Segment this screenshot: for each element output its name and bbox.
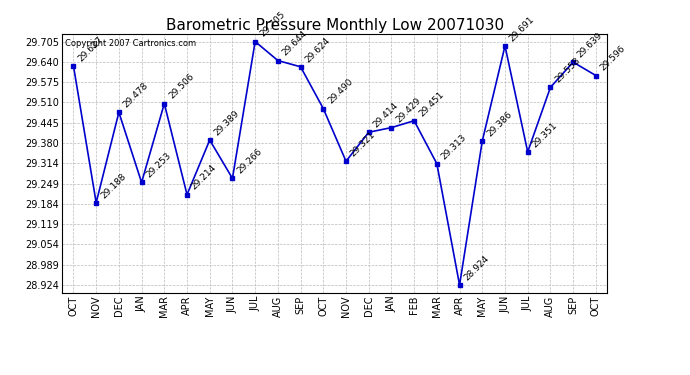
- Title: Barometric Pressure Monthly Low 20071030: Barometric Pressure Monthly Low 20071030: [166, 18, 504, 33]
- Text: 29.188: 29.188: [99, 171, 128, 200]
- Text: 29.321: 29.321: [348, 130, 377, 159]
- Text: 29.691: 29.691: [508, 15, 536, 43]
- Text: 29.639: 29.639: [576, 31, 604, 59]
- Text: 29.429: 29.429: [394, 96, 423, 125]
- Text: 29.351: 29.351: [531, 120, 559, 149]
- Text: 29.451: 29.451: [417, 89, 446, 118]
- Text: 29.414: 29.414: [371, 101, 400, 129]
- Text: 29.214: 29.214: [190, 164, 218, 192]
- Text: 29.386: 29.386: [485, 110, 513, 138]
- Text: 29.644: 29.644: [281, 29, 309, 58]
- Text: 29.627: 29.627: [76, 34, 105, 63]
- Text: 29.558: 29.558: [553, 56, 582, 85]
- Text: 29.624: 29.624: [304, 36, 332, 64]
- Text: 29.313: 29.313: [440, 132, 469, 161]
- Text: 29.266: 29.266: [235, 147, 264, 176]
- Text: 29.253: 29.253: [144, 151, 173, 180]
- Text: 29.596: 29.596: [599, 44, 627, 73]
- Text: Copyright 2007 Cartronics.com: Copyright 2007 Cartronics.com: [65, 39, 196, 48]
- Text: 29.478: 29.478: [121, 81, 150, 110]
- Text: 29.389: 29.389: [213, 109, 241, 137]
- Text: 28.924: 28.924: [462, 254, 491, 282]
- Text: 29.490: 29.490: [326, 77, 355, 106]
- Text: 29.506: 29.506: [167, 72, 196, 101]
- Text: 29.705: 29.705: [258, 10, 286, 39]
